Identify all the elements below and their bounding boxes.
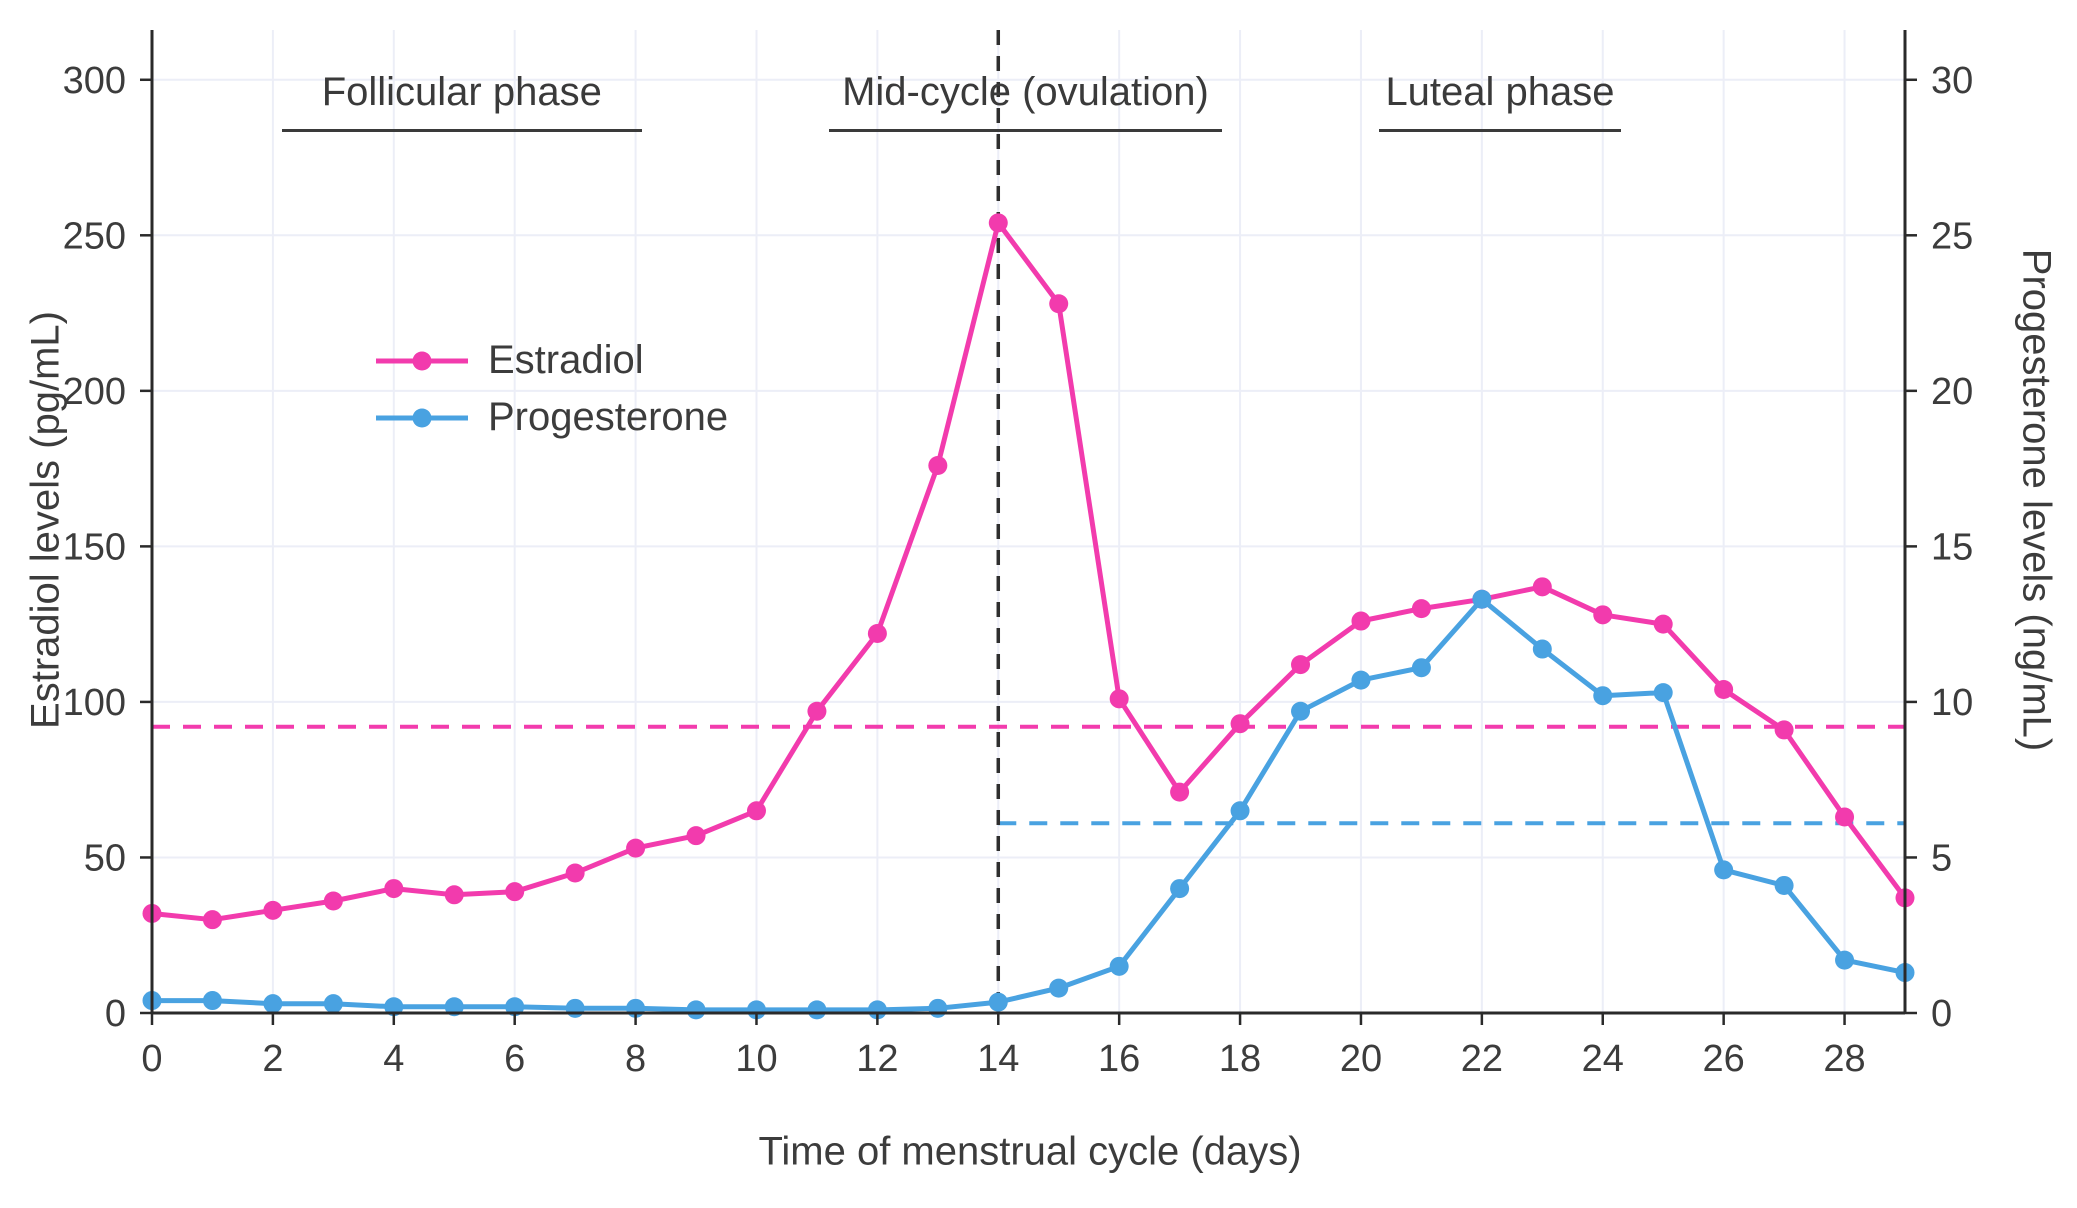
progesterone-line	[149, 596, 1908, 1013]
left-y-tick-label: 100	[63, 682, 126, 724]
x-tick-label: 10	[735, 1038, 777, 1080]
x-tick-label: 28	[1823, 1038, 1865, 1080]
left-y-axis: 0 50 100 150 200 250 300	[63, 60, 152, 1035]
gridlines	[151, 30, 1905, 1014]
right-y-tick-label: 25	[1931, 215, 1973, 257]
right-y-tick-label: 5	[1931, 837, 1952, 879]
phase-annotation-luteal: Luteal phase	[1379, 70, 1621, 132]
legend-label: Progesterone	[488, 395, 729, 439]
phase-annotation-label: Follicular phase	[321, 70, 602, 114]
x-tick-label: 16	[1098, 1038, 1140, 1080]
phase-annotation-midcycle: Mid-cycle (ovulation)	[829, 70, 1222, 132]
x-tick-label: 20	[1340, 1038, 1382, 1080]
x-tick-label: 8	[625, 1038, 646, 1080]
progesterone-markers	[142, 589, 1915, 1020]
x-tick-label: 2	[262, 1038, 283, 1080]
x-tick-label: 0	[141, 1038, 162, 1080]
estradiol-markers	[142, 213, 1915, 930]
estradiol-line	[149, 220, 1908, 923]
x-tick-label: 6	[504, 1038, 525, 1080]
left-y-tick-label: 200	[63, 371, 126, 413]
x-tick-label: 12	[856, 1038, 898, 1080]
estradiol-swatch-icon	[376, 351, 468, 370]
right-y-axis: 0 5 10 15 20 25 30	[1905, 60, 1973, 1035]
x-tick-label: 24	[1582, 1038, 1624, 1080]
right-y-tick-label: 15	[1931, 526, 1973, 568]
x-tick-label: 22	[1461, 1038, 1503, 1080]
legend-item-progesterone[interactable]: Progesterone	[372, 395, 728, 440]
x-tick-label: 26	[1703, 1038, 1745, 1080]
left-y-tick-label: 50	[84, 837, 126, 879]
phase-annotation-follicular: Follicular phase	[281, 70, 642, 132]
legend-label: Estradiol	[488, 338, 644, 382]
right-axis-title: Progesterone levels (ng/mL)	[2014, 248, 2059, 752]
x-tick-label: 4	[383, 1038, 404, 1080]
x-tick-label: 18	[1219, 1038, 1261, 1080]
x-axis: 0 2 4 6 8 10 12 14 16 18 20 22 24 26 28	[141, 1013, 1866, 1080]
phase-annotation-label: Mid-cycle (ovulation)	[842, 70, 1209, 114]
x-tick-label: 14	[977, 1038, 1019, 1080]
left-y-tick-label: 150	[63, 526, 126, 568]
left-axis-title: Estradiol levels (pg/mL)	[23, 311, 68, 729]
left-y-tick-label: 250	[63, 215, 126, 257]
right-y-tick-label: 20	[1931, 371, 1973, 413]
x-axis-title: Time of menstrual cycle (days)	[758, 1129, 1302, 1174]
legend-item-estradiol[interactable]: Estradiol	[372, 338, 728, 383]
phase-annotation-label: Luteal phase	[1385, 70, 1615, 114]
right-y-tick-label: 10	[1931, 682, 1973, 724]
legend: Estradiol Progesterone	[372, 338, 728, 440]
progesterone-swatch-icon	[376, 408, 468, 427]
right-y-tick-label: 0	[1931, 993, 1952, 1035]
left-y-tick-label: 0	[105, 993, 126, 1035]
right-y-tick-label: 30	[1931, 60, 1973, 102]
left-y-tick-label: 300	[63, 60, 126, 102]
